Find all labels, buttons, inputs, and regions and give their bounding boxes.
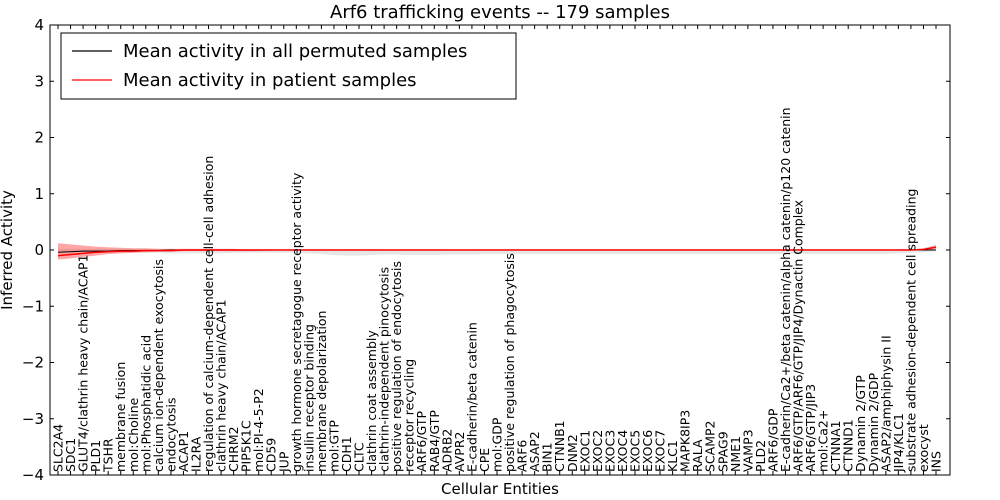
x-tick-label: Dynamin 2/GDP [866, 372, 881, 472]
x-tick-label: GLUT4/clathrin heavy chain/ACAP1 [76, 254, 91, 472]
x-tick-label: CTNNA1 [828, 420, 843, 472]
legend-label-1: Mean activity in patient samples [123, 70, 417, 91]
x-tick-label: membrane fusion [113, 362, 128, 472]
x-tick-label: ARF6/GDP [765, 408, 780, 472]
x-tick-label: substrate adhesion-dependent cell spread… [903, 189, 918, 472]
x-tick-label: membrane depolarization [314, 311, 329, 472]
x-tick-label: CHRM2 [226, 426, 241, 472]
x-tick-label: IL2RA [188, 436, 203, 472]
x-tick-label: ASAP2 [527, 431, 542, 472]
x-tick-label: ARF6 [515, 440, 530, 472]
x-tick-label: SPAG9 [715, 431, 730, 472]
legend-label-0: Mean activity in all permuted samples [123, 41, 467, 62]
x-tick-label: EXOC1 [577, 430, 592, 472]
x-tick-label: MAPK8IP3 [678, 410, 693, 472]
y-tick-label: 3 [34, 72, 44, 90]
x-tick-label: growth hormone secretagogue receptor act… [289, 172, 304, 472]
x-tick-label: INS [929, 451, 944, 472]
x-tick-label: E-cadherin/Ca2+/beta catenin/alpha caten… [778, 107, 793, 472]
x-tick-label: JIP4/KLC1 [891, 413, 906, 473]
x-tick-label: DNM2 [565, 434, 580, 472]
x-tick-label: RALA [690, 439, 705, 472]
x-tick-label: PLD1 [88, 440, 103, 472]
x-tick-label: CD59 [264, 438, 279, 472]
x-tick-label: NME1 [728, 436, 743, 472]
x-tick-label: EXOC2 [590, 430, 605, 472]
x-tick-label: mol:Choline [126, 397, 141, 472]
x-tick-label: EXOC7 [653, 430, 668, 472]
x-tick-label: RAB4/GTP [427, 410, 442, 472]
x-tick-label: JUP [276, 451, 291, 473]
y-tick-label: 2 [34, 129, 44, 147]
x-tick-label: E-cadherin/beta catenin [464, 322, 479, 472]
y-tick-label: −1 [22, 297, 44, 315]
x-tick-label: EXOC4 [615, 430, 630, 472]
x-tick-label: TSHR [101, 438, 116, 473]
x-tick-label: receptor recycling [402, 359, 417, 472]
legend-box [60, 32, 517, 100]
y-tick-label: 4 [34, 16, 44, 34]
x-tick-label: VAMP3 [740, 429, 755, 472]
x-tick-label: mol:Ca2+ [816, 410, 831, 472]
x-tick-label: CTNND1 [841, 419, 856, 472]
chart-title: Arf6 trafficking events -- 179 samples [330, 2, 670, 23]
x-tick-label: insulin receptor binding [301, 324, 316, 472]
x-tick-label: ARF6/GTP/ARF6/GTP/JIP4/Dynactin Complex [791, 200, 806, 472]
x-tick-label: ACAP1 [176, 431, 191, 472]
x-tick-label: mol:GTP [326, 420, 341, 472]
x-tick-label: mol:PI-4-5-P2 [251, 388, 266, 472]
y-tick-label: −4 [22, 466, 44, 484]
x-tick-label: positive regulation of endocytosis [389, 261, 404, 472]
x-tick-label: PIP5K1C [239, 420, 254, 472]
x-tick-label: CTNNB1 [552, 420, 567, 472]
x-tick-label: SCAMP2 [703, 421, 718, 473]
x-tick-label: BIN1 [540, 442, 555, 472]
y-tick-label: −3 [22, 410, 44, 428]
x-tick-label: mol:GDP [490, 417, 505, 472]
x-tick-label: CPE [477, 448, 492, 472]
x-tick-label: clathrin heavy chain/ACAP1 [214, 299, 229, 472]
x-tick-label: positive regulation of phagocytosis [502, 253, 517, 472]
y-tick-label: 0 [34, 241, 44, 259]
x-tick-label: PLD2 [753, 440, 768, 472]
series-line-1 [57, 246, 937, 257]
y-axis-label: Inferred Activity [0, 190, 16, 310]
x-axis-label: Cellular Entities [441, 480, 559, 498]
x-tick-label: regulation of calcium-dependent cell-cel… [201, 156, 216, 472]
x-tick-label: clathrin coat assembly [364, 330, 379, 472]
x-tick-label: ASAP2/amphiphysin II [878, 335, 893, 472]
x-tick-label: Dynamin 2/GTP [853, 375, 868, 472]
x-tick-label: ARF6/GTP [414, 411, 429, 472]
x-tick-label: EXOC6 [640, 430, 655, 472]
x-tick-label: exocyst [916, 424, 931, 472]
x-tick-label: EXOC3 [602, 430, 617, 472]
x-tick-label: CDH1 [339, 436, 354, 472]
x-tick-label: AVPR2 [452, 432, 467, 472]
x-tick-label: ARF6/GTP/JIP3 [803, 384, 818, 472]
y-tick-label: 1 [34, 185, 44, 203]
x-tick-label: mol:Phosphatidic acid [138, 335, 153, 472]
x-tick-label: endocytosis [163, 397, 178, 472]
x-tick-label: calcium ion-dependent exocytosis [151, 259, 166, 472]
x-tick-label: KLC1 [665, 440, 680, 472]
x-tick-label: SDC1 [63, 438, 78, 472]
x-tick-label: ADRB2 [439, 429, 454, 472]
x-tick-label: CLTC [352, 442, 367, 472]
x-tick-label: SLC2A4 [51, 424, 66, 472]
y-tick-label: −2 [22, 354, 44, 372]
x-tick-label: EXOC5 [627, 430, 642, 472]
x-tick-label: clathrin-independent pinocytosis [377, 267, 392, 472]
